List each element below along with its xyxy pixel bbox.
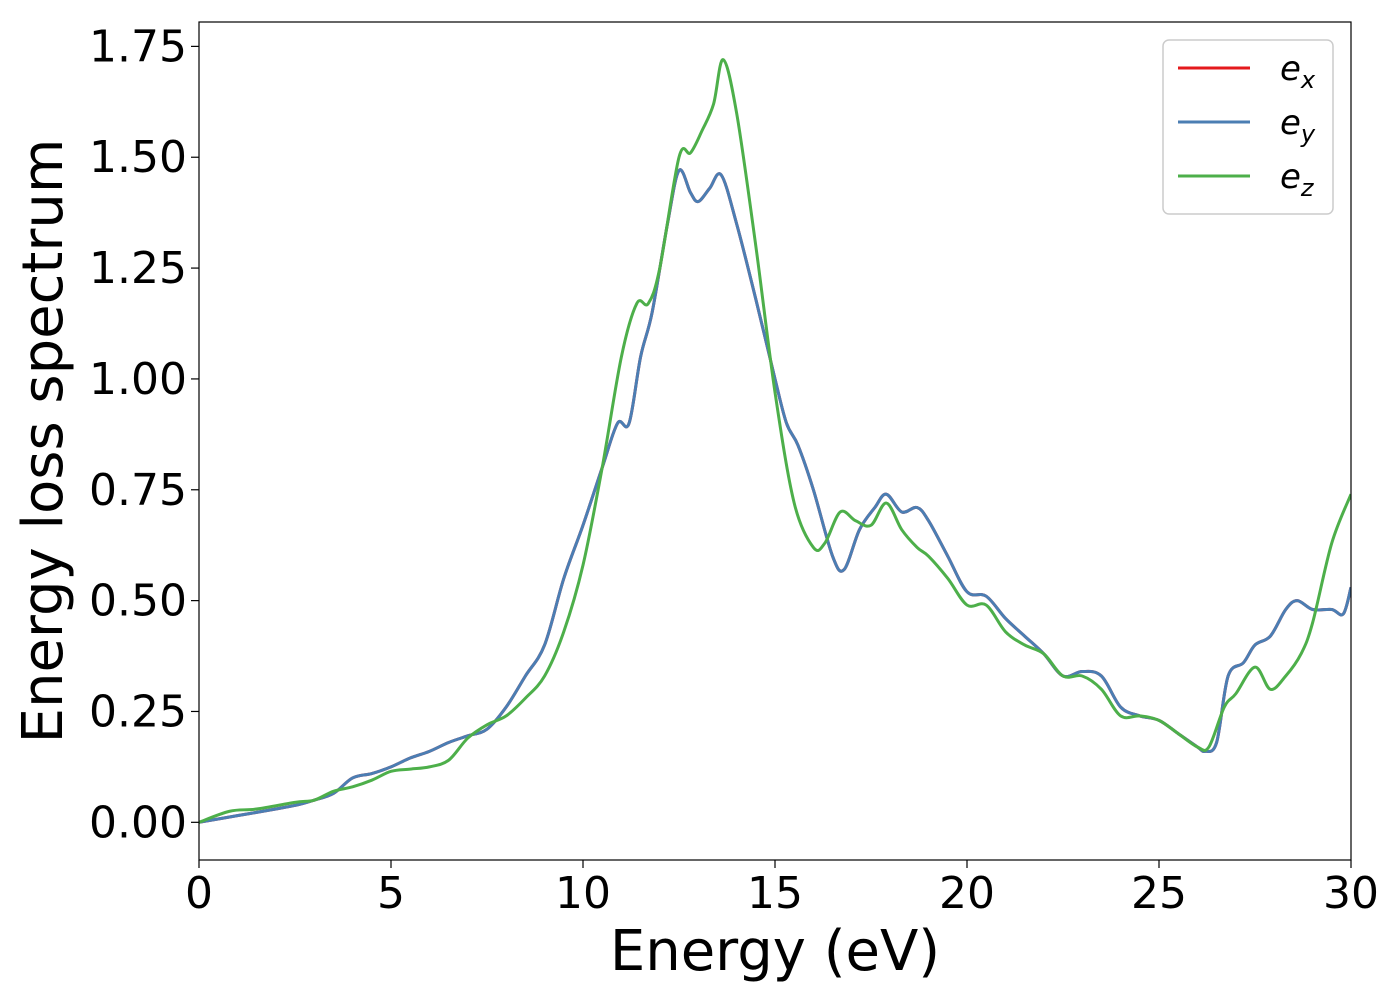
x-tick-label: 30 (1323, 868, 1379, 919)
y-tick-label: 0.00 (89, 797, 187, 848)
x-tick-label: 25 (1131, 868, 1187, 919)
y-tick-label: 0.25 (89, 686, 187, 737)
x-tick-label: 5 (377, 868, 405, 919)
y-tick-label: 1.25 (89, 243, 187, 294)
y-tick-label: 1.75 (89, 21, 187, 72)
plot-area (199, 58, 1351, 824)
y-tick-label: 0.75 (89, 465, 187, 516)
x-tick-label: 10 (555, 868, 611, 919)
y-axis-label: Energy loss spectrum (11, 139, 76, 744)
y-tick-label: 1.00 (89, 354, 187, 405)
axes: 0 5 10 15 20 25 30 0.00 0.25 0.50 0.75 1.00 1.25 1.50… (89, 21, 1379, 919)
x-axis-label: Energy (eV) (610, 919, 940, 984)
series-line-e-z (199, 58, 1351, 824)
x-tick-label: 0 (185, 868, 213, 919)
x-tick-label: 20 (939, 868, 995, 919)
legend-box (1162, 39, 1334, 215)
x-tick-label: 15 (747, 868, 803, 919)
y-tick-label: 0.50 (89, 576, 187, 627)
y-tick-label: 1.50 (89, 132, 187, 183)
